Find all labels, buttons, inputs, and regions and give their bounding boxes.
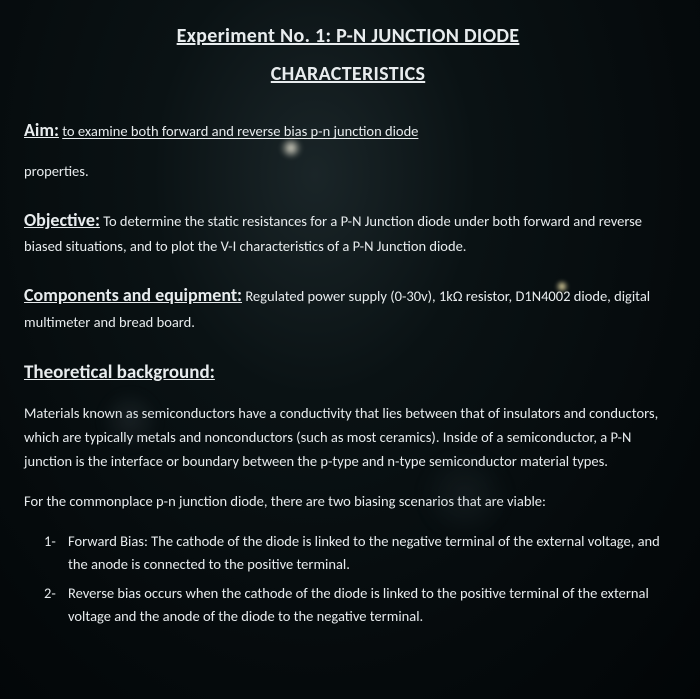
aim-section: Aim: to examine both forward and reverse… [24,116,672,184]
experiment-title: Experiment No. 1: P-N JUNCTION DIODE [24,24,672,48]
list-item: 2- Reverse bias occurs when the cathode … [50,582,672,628]
list-text: Reverse bias occurs when the cathode of … [68,584,649,625]
list-number: 1- [44,530,56,553]
bias-list: 1- Forward Bias: The cathode of the diod… [24,530,672,629]
theory-paragraph-1: Materials known as semiconductors have a… [24,402,672,474]
objective-section: Objective: To determine the static resis… [24,206,672,260]
experiment-subtitle: CHARACTERISTICS [24,62,672,86]
theory-paragraph-2: For the commonplace p-n junction diode, … [24,490,672,514]
theory-heading: Theoretical background: [24,361,215,384]
aim-text-2: properties. [24,162,89,180]
components-section: Components and equipment: Regulated powe… [24,281,672,335]
list-text: Forward Bias: The cathode of the diode i… [68,532,660,573]
objective-heading: Objective: [24,209,100,231]
components-heading: Components and equipment: [24,284,242,306]
aim-heading: Aim: [24,119,59,141]
list-item: 1- Forward Bias: The cathode of the diod… [50,530,672,576]
aim-text: to examine both forward and reverse bias… [62,122,418,140]
theory-section: Theoretical background: [24,357,672,388]
list-number: 2- [44,582,56,605]
objective-text: To determine the static resistances for … [24,212,642,256]
